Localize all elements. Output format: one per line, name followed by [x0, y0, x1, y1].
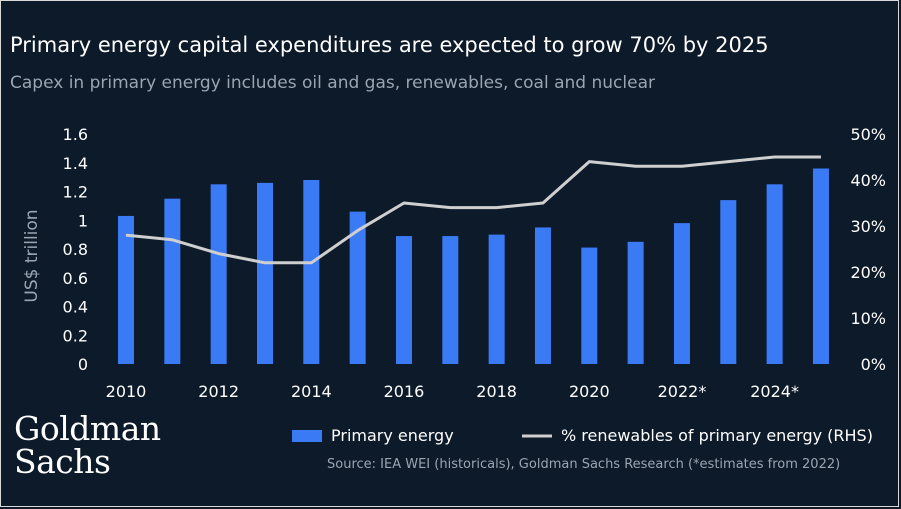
y2-tick-label: 50%	[850, 125, 886, 144]
logo-line-1: Goldman	[14, 409, 161, 448]
bar-2016	[395, 236, 412, 364]
y-tick-label: 0.2	[63, 326, 88, 345]
y-tick-label: 0.8	[63, 240, 88, 259]
y2-tick-label: 40%	[850, 171, 886, 190]
bar-2021	[627, 241, 644, 364]
x-tick-label: 2024*	[750, 382, 799, 401]
line-series-renewables	[125, 155, 821, 265]
x-tick-label: 2016	[384, 382, 425, 401]
y2-tick-label: 10%	[850, 309, 886, 328]
x-tick-label: 2018	[476, 382, 517, 401]
y-tick-label: 1.2	[63, 183, 88, 202]
renewables-line	[125, 155, 821, 265]
source-note: Source: IEA WEI (historicals), Goldman S…	[327, 457, 841, 472]
legend-label-renewables: % renewables of primary energy (RHS)	[561, 426, 873, 445]
bar-2020	[581, 247, 598, 364]
y2-tick-label: 20%	[850, 263, 886, 282]
bar-2015	[349, 211, 366, 364]
x-tick-label: 2022*	[658, 382, 707, 401]
bar-2011	[164, 198, 181, 364]
bar-2014	[303, 180, 320, 364]
bar-2019	[534, 227, 551, 364]
bar-2012	[210, 184, 227, 364]
y-tick-label: 1.6	[63, 125, 88, 144]
bar-2022*	[673, 223, 690, 364]
bars	[118, 168, 829, 364]
x-tick-label: 2014	[291, 382, 332, 401]
bar-2024*	[766, 184, 783, 364]
bar-2018	[488, 234, 505, 364]
chart-subtitle: Capex in primary energy includes oil and…	[10, 73, 655, 93]
bar-2017	[442, 236, 459, 364]
y-tick-label: 1	[78, 211, 88, 230]
bar-2023*	[720, 200, 737, 364]
chart-title: Primary energy capital expenditures are …	[10, 33, 769, 57]
x-tick-label: 2020	[569, 382, 610, 401]
x-axis-ticks: 2010 2012 2014 2016 2018 2020 2022* 2024*	[106, 382, 799, 401]
x-tick-label: 2010	[106, 382, 147, 401]
y2-tick-label: 0%	[861, 355, 886, 374]
legend: Primary energy % renewables of primary e…	[292, 426, 873, 445]
y-tick-label: 0	[78, 355, 88, 374]
goldman-sachs-logo: Goldman Sachs	[14, 412, 161, 478]
y-axis-ticks: 0 0.2 0.4 0.6 0.8 1 1.2 1.4 1.6	[63, 125, 88, 374]
y-tick-label: 0.4	[63, 298, 88, 317]
legend-label-primary-energy: Primary energy	[331, 426, 454, 445]
x-tick-label: 2012	[198, 382, 239, 401]
y-axis-label: US$ trillion	[22, 209, 42, 302]
bar-2025*	[812, 168, 829, 364]
bar-2010	[118, 215, 134, 364]
bar-2013	[256, 182, 273, 364]
y2-tick-label: 30%	[850, 217, 886, 236]
y-tick-label: 0.6	[63, 269, 88, 288]
y-tick-label: 1.4	[63, 154, 88, 173]
legend-swatch-primary-energy	[292, 430, 322, 442]
y2-axis-ticks: 0% 10% 20% 30% 40% 50%	[850, 125, 886, 374]
logo-line-2: Sachs	[14, 442, 111, 481]
